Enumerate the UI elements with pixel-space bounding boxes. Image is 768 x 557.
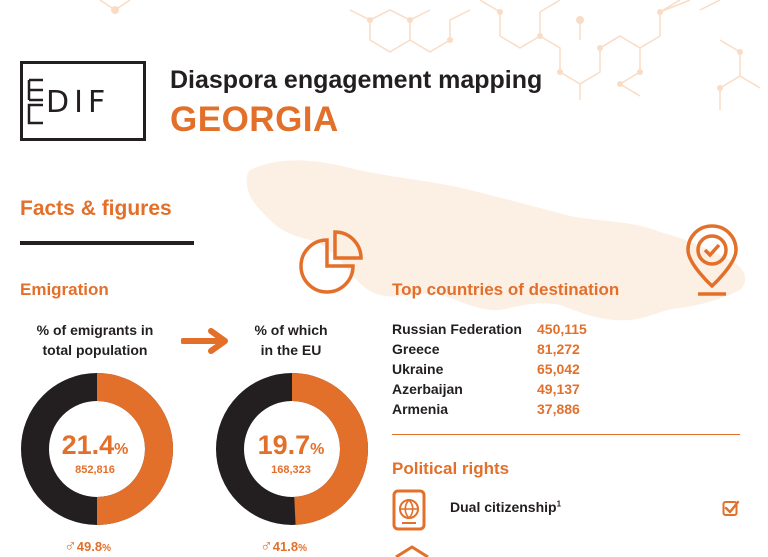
dual-citizenship-text: Dual citizenship	[450, 499, 557, 515]
destination-value: 81,272	[537, 341, 580, 357]
percent-sign: %	[298, 543, 307, 554]
emigration-heading: Emigration	[20, 280, 109, 299]
caption-line: total population	[42, 342, 148, 358]
political-rights-heading: Political rights	[392, 459, 510, 478]
next-item-icon	[395, 545, 429, 557]
total-percent-value: 21.4%	[20, 430, 170, 461]
male-share-eu: ♂41.8%	[260, 536, 307, 556]
eu-caption: % of which in the EU	[216, 320, 366, 360]
passport-icon	[392, 489, 426, 531]
country-name: GEORGIA	[170, 100, 339, 139]
donut-eu-share	[216, 373, 368, 525]
destination-row: Russian Federation 450,115	[392, 319, 587, 339]
donut-value-arc	[96, 373, 173, 525]
destination-value: 450,115	[537, 321, 587, 337]
percent-sign: %	[114, 441, 129, 458]
footnote-marker: 1	[556, 499, 562, 509]
male-share-total: ♂49.8%	[64, 536, 111, 556]
destination-row: Azerbaijan 49,137	[392, 379, 580, 399]
percent-sign: %	[102, 543, 111, 554]
eu-rotated-letters	[27, 78, 43, 125]
male-percent: 41.8	[272, 539, 299, 554]
caption-line: % of which	[254, 322, 328, 338]
section-divider	[20, 241, 194, 245]
destination-country: Ukraine	[392, 361, 444, 377]
eu-percent-value: 19.7%	[216, 430, 366, 461]
male-percent: 49.8	[76, 539, 103, 554]
eu-count: 168,323	[271, 464, 311, 476]
pie-chart-icon	[299, 230, 363, 294]
facts-heading: Facts & figures	[20, 197, 172, 220]
location-check-icon	[686, 224, 738, 296]
total-population-caption: % of emigrants in total population	[20, 320, 170, 360]
destination-value: 37,886	[537, 401, 580, 417]
georgia-map-silhouette	[246, 160, 746, 321]
top-destinations-heading: Top countries of destination	[392, 280, 620, 299]
destination-country: Azerbaijan	[392, 381, 463, 397]
dual-citizenship-label: Dual citizenship1	[450, 499, 561, 515]
caption-line: in the EU	[260, 342, 322, 358]
percent-sign: %	[310, 441, 325, 458]
arrow-right-icon	[181, 328, 228, 354]
total-count: 852,816	[75, 464, 115, 476]
donut-total-population	[21, 373, 173, 525]
donut-value-arc	[291, 373, 368, 525]
destination-row: Ukraine 65,042	[392, 359, 580, 379]
male-icon: ♂	[64, 536, 77, 555]
caption-line: % of emigrants in	[36, 322, 154, 338]
destination-country: Russian Federation	[392, 321, 522, 337]
male-icon: ♂	[260, 536, 273, 555]
destination-value: 65,042	[537, 361, 580, 377]
destination-value: 49,137	[537, 381, 580, 397]
page-title: Diaspora engagement mapping	[170, 66, 543, 94]
destination-row: Greece 81,272	[392, 339, 580, 359]
destination-country: Armenia	[392, 401, 449, 417]
percent-number: 19.7	[257, 430, 311, 460]
percent-number: 21.4	[61, 430, 115, 460]
logo-wordmark: DIF	[46, 85, 111, 120]
section-divider	[392, 434, 740, 435]
eudif-logo	[20, 61, 146, 141]
destination-row: Armenia 37,886	[392, 399, 580, 419]
destination-country: Greece	[392, 341, 440, 357]
hexagon-pattern-decoration	[99, 0, 761, 110]
checkbox-checked-icon	[722, 500, 740, 516]
